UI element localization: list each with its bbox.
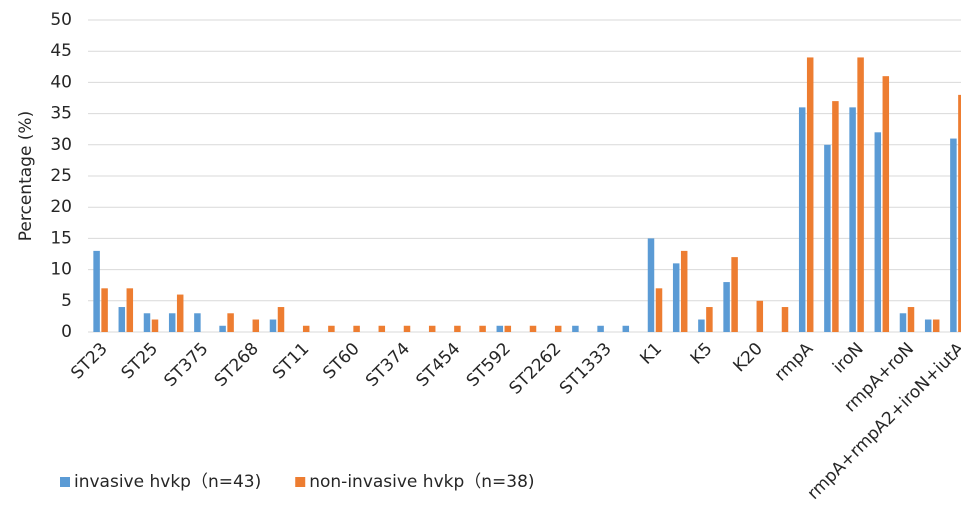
x-tick-label: ST25 [118, 339, 162, 383]
bar [403, 325, 411, 332]
x-tick-label: ST374 [362, 339, 414, 391]
x-tick-label: K5 [687, 339, 717, 369]
x-tick-label: iroN [829, 339, 868, 378]
x-tick-label: ST23 [67, 339, 111, 383]
bar [655, 288, 663, 332]
bar [529, 325, 537, 332]
bar [277, 307, 285, 332]
x-tick-label: ST454 [412, 339, 464, 391]
x-tick-label: ST375 [160, 339, 212, 391]
bar [958, 94, 961, 332]
bar [454, 325, 461, 332]
bar [647, 238, 655, 332]
bar [428, 325, 436, 332]
x-tick-label: K20 [730, 339, 767, 376]
bar [353, 325, 360, 332]
legend-label: invasive hvkp（n=43) [74, 472, 261, 492]
y-axis-title: Percentage (%) [16, 111, 36, 241]
bar [849, 107, 856, 332]
x-tick-label: ST268 [211, 339, 263, 391]
bar [101, 288, 108, 332]
bar [706, 307, 713, 332]
bar [874, 132, 882, 332]
bar [118, 307, 126, 332]
y-tick-label: 40 [50, 72, 72, 92]
bar [680, 250, 688, 332]
x-tick-label: ST60 [319, 339, 363, 383]
y-tick-label: 30 [50, 135, 72, 155]
y-tick-label: 25 [50, 166, 72, 186]
bar [723, 282, 730, 332]
bar [143, 313, 151, 332]
bar [302, 325, 310, 332]
bar [932, 319, 940, 332]
bar [504, 325, 512, 332]
legend-label: non-invasive hvkp（n=38) [309, 472, 534, 492]
bar [622, 325, 630, 332]
bar [554, 325, 562, 332]
bar [756, 300, 764, 332]
bar [328, 325, 335, 332]
bar [857, 57, 864, 332]
bar [698, 319, 705, 332]
bar [176, 294, 184, 332]
legend-swatch [60, 477, 70, 487]
y-tick-label: 0 [61, 322, 72, 342]
bar [194, 313, 201, 332]
x-tick-label: K1 [636, 339, 666, 369]
bar [781, 307, 789, 332]
bar [882, 76, 890, 332]
x-tick-label: ST11 [269, 339, 313, 383]
bar [832, 101, 839, 333]
bar [378, 325, 386, 332]
y-tick-label: 15 [50, 228, 72, 248]
bar [219, 325, 226, 332]
legend-swatch [295, 477, 306, 487]
y-tick-label: 50 [50, 10, 72, 30]
bar [572, 325, 579, 332]
x-tick-label: ST2262 [506, 339, 566, 399]
bar [269, 319, 277, 332]
bar [93, 250, 100, 332]
bar [950, 138, 957, 332]
y-tick-label: 20 [50, 197, 72, 217]
x-tick-label: rmpA [771, 339, 818, 386]
bar [731, 257, 738, 332]
bar [824, 144, 831, 332]
bar [899, 313, 907, 332]
bar [151, 319, 159, 332]
bar [168, 313, 176, 332]
bar [227, 313, 234, 332]
bar [597, 325, 604, 332]
bar [806, 57, 814, 332]
bar [798, 107, 806, 332]
bar [252, 319, 260, 332]
x-tick-label: ST1333 [556, 339, 616, 399]
y-tick-label: 5 [61, 291, 72, 311]
bar [907, 307, 915, 332]
bar [924, 319, 932, 332]
bar [672, 263, 680, 332]
y-tick-label: 10 [50, 260, 72, 280]
y-tick-label: 45 [50, 41, 72, 61]
bar [496, 325, 504, 332]
bar [479, 325, 486, 332]
y-tick-label: 35 [50, 104, 72, 124]
bar [126, 288, 134, 332]
